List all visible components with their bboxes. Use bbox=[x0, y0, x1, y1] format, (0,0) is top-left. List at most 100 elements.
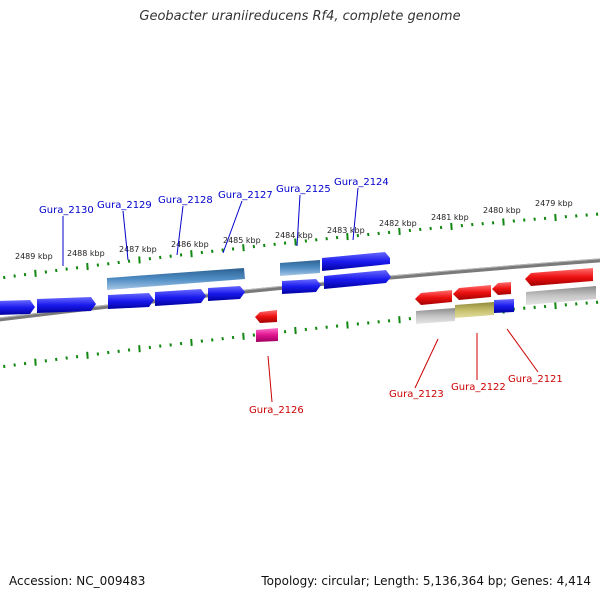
major-tick bbox=[398, 227, 401, 235]
minor-tick bbox=[533, 305, 536, 310]
minor-tick bbox=[107, 350, 110, 355]
minor-tick bbox=[595, 212, 599, 216]
minor-tick bbox=[117, 349, 120, 353]
tick-label: 2480 kbp bbox=[483, 206, 521, 215]
major-tick bbox=[190, 338, 193, 346]
minor-tick bbox=[460, 223, 464, 228]
gene-arrow[interactable] bbox=[108, 293, 154, 309]
gene-arrow-blue-small[interactable] bbox=[494, 299, 514, 313]
gene-arrow[interactable] bbox=[37, 297, 96, 313]
major-tick bbox=[450, 222, 453, 231]
major-tick bbox=[294, 238, 297, 246]
gene-label[interactable]: Gura_2126 bbox=[249, 405, 304, 416]
minor-tick bbox=[481, 222, 484, 226]
minor-tick bbox=[263, 243, 266, 248]
minor-tick bbox=[408, 317, 412, 321]
minor-tick bbox=[75, 355, 79, 359]
minor-tick bbox=[179, 253, 183, 257]
minor-tick bbox=[23, 361, 27, 366]
minor-tick bbox=[221, 248, 224, 252]
reverse-callouts bbox=[267, 328, 539, 403]
gene-arrow[interactable] bbox=[208, 286, 245, 301]
page-title: Geobacter uraniireducens Rf4, complete g… bbox=[139, 9, 461, 24]
major-tick bbox=[242, 244, 245, 252]
gene-arrow[interactable] bbox=[322, 252, 390, 271]
gene-label[interactable]: Gura_2122 bbox=[451, 382, 506, 393]
gene-arrow-gray[interactable] bbox=[416, 308, 455, 324]
minor-tick bbox=[231, 335, 235, 340]
reverse-gene-labels: Gura_2126 Gura_2123 Gura_2122 Gura_2121 bbox=[249, 374, 563, 416]
minor-tick bbox=[211, 249, 214, 253]
gene-label[interactable]: Gura_2128 bbox=[158, 195, 213, 206]
ruler-labels: 2489 kbp 2488 kbp 2487 kbp 2486 kbp 2485… bbox=[15, 199, 573, 261]
gene-arrow[interactable] bbox=[0, 300, 35, 315]
minor-tick bbox=[471, 222, 474, 227]
minor-tick bbox=[356, 233, 360, 238]
minor-tick bbox=[107, 262, 110, 266]
minor-tick bbox=[325, 325, 328, 329]
gene-arrow-red[interactable] bbox=[525, 268, 593, 286]
gene-label[interactable]: Gura_2123 bbox=[389, 389, 444, 400]
minor-tick bbox=[564, 215, 568, 219]
gene-arrow-olive[interactable] bbox=[455, 302, 494, 318]
minor-tick bbox=[356, 322, 360, 326]
gene-arrow-steel[interactable] bbox=[107, 268, 245, 290]
minor-tick bbox=[387, 319, 391, 323]
gene-arrow-red[interactable] bbox=[415, 290, 452, 305]
minor-tick bbox=[65, 356, 68, 360]
minor-tick bbox=[221, 337, 224, 341]
minor-tick bbox=[231, 247, 235, 251]
minor-tick bbox=[96, 263, 100, 267]
minor-tick bbox=[543, 216, 547, 221]
major-tick bbox=[554, 302, 557, 310]
major-tick bbox=[398, 316, 401, 324]
minor-tick bbox=[367, 232, 370, 237]
accession-label: Accession: NC_009483 bbox=[9, 574, 146, 588]
gene-arrow-pink[interactable] bbox=[256, 328, 278, 342]
minor-tick bbox=[533, 217, 536, 221]
major-tick bbox=[502, 218, 505, 226]
gene-arrow-red[interactable] bbox=[255, 310, 277, 323]
gene-label[interactable]: Gura_2130 bbox=[39, 205, 94, 216]
gene-arrow-steel[interactable] bbox=[280, 260, 320, 276]
major-tick bbox=[138, 256, 141, 264]
gene-arrow-red[interactable] bbox=[453, 285, 491, 300]
minor-tick bbox=[575, 214, 578, 218]
gene-label[interactable]: Gura_2125 bbox=[276, 184, 331, 195]
minor-tick bbox=[564, 303, 568, 307]
forward-callouts bbox=[62, 187, 359, 266]
gene-label[interactable]: Gura_2127 bbox=[218, 190, 273, 201]
tick-label: 2487 kbp bbox=[119, 245, 157, 254]
minor-tick bbox=[335, 235, 339, 240]
gene-arrow[interactable] bbox=[282, 279, 321, 294]
minor-tick bbox=[169, 254, 172, 258]
minor-tick bbox=[408, 228, 412, 233]
minor-tick bbox=[55, 357, 58, 362]
tick-label: 2482 kbp bbox=[379, 219, 417, 228]
major-tick bbox=[294, 326, 297, 335]
major-tick bbox=[242, 332, 245, 340]
tick-label: 2484 kbp bbox=[275, 231, 313, 240]
minor-tick bbox=[335, 324, 339, 328]
minor-tick bbox=[44, 270, 48, 274]
gene-label[interactable]: Gura_2121 bbox=[508, 374, 563, 385]
minor-tick bbox=[159, 344, 162, 348]
minor-tick bbox=[429, 226, 432, 231]
tick-label: 2483 kbp bbox=[327, 226, 365, 235]
gene-label[interactable]: Gura_2129 bbox=[97, 200, 152, 211]
gene-arrow[interactable] bbox=[155, 289, 206, 306]
major-tick bbox=[346, 321, 349, 329]
gene-arrow-red[interactable] bbox=[492, 282, 511, 295]
minor-tick bbox=[387, 230, 391, 235]
minor-tick bbox=[179, 341, 183, 346]
gene-label[interactable]: Gura_2124 bbox=[334, 177, 389, 188]
minor-tick bbox=[523, 218, 526, 222]
gene-arrow-gray[interactable] bbox=[526, 286, 596, 305]
tick-label: 2489 kbp bbox=[15, 252, 53, 261]
minor-tick bbox=[65, 267, 68, 271]
gene-arrow[interactable] bbox=[324, 270, 391, 289]
minor-tick bbox=[575, 302, 578, 306]
minor-tick bbox=[595, 300, 599, 304]
minor-tick bbox=[543, 304, 547, 309]
minor-tick bbox=[585, 301, 588, 305]
